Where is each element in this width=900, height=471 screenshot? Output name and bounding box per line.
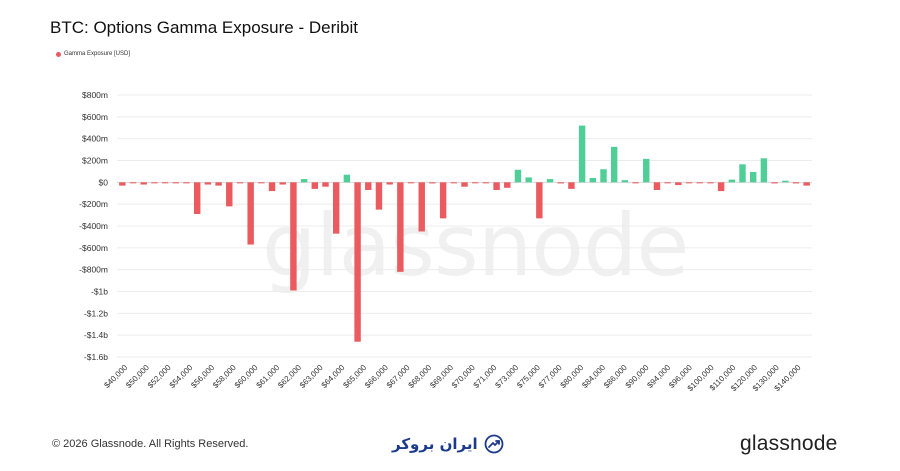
chart-bar [322,182,329,187]
y-tick-label: $600m [82,112,108,122]
chart-bar [268,182,276,192]
chart-bar [610,146,618,183]
chart-bar [803,182,810,186]
chart-bar [290,182,297,291]
chart-bar [258,182,265,184]
chart-bar [226,182,233,207]
chart-bar [140,182,147,185]
chart-bar [450,182,458,184]
chart-bar [482,182,490,184]
chart-bar [119,182,126,186]
legend-label: Gamma Exposure [USD] [64,51,131,57]
chart-bar [215,182,222,186]
trend-arrow-icon [484,434,504,454]
y-tick-label: $400m [82,134,108,144]
y-tick-label: -$200m [79,199,108,209]
chart-bar [621,180,629,183]
chart-bar [332,182,340,234]
chart-legend[interactable]: Gamma Exposure [USD] [56,51,130,57]
y-tick-label: $0 [99,177,109,187]
chart-bar [717,182,725,192]
chart-bar [514,169,522,183]
chart-bar [204,182,212,185]
y-tick-label: -$1.6b [84,352,108,362]
chart-bar [782,180,789,183]
chart-bar [664,182,671,184]
chart-bar [749,171,757,183]
chart-bar [247,182,254,245]
chart-bar [418,182,425,232]
y-tick-label: -$400m [79,221,108,231]
chart-bar [675,182,682,186]
chart-bar [183,182,190,184]
chart-bar [407,182,415,184]
chart-title: BTC: Options Gamma Exposure - Deribit [50,18,358,37]
chart-bar [161,182,169,184]
chart-bar [771,182,778,184]
partner-logo-text: ایران بروکر [392,435,478,453]
chart-bar [546,179,554,183]
chart-bar [536,182,543,219]
chart-bar [653,182,661,190]
chart-bar [236,182,244,184]
chart-bar [578,125,586,183]
y-tick-label: -$1.4b [84,330,108,340]
chart-bar [151,182,158,184]
chart-bar [589,177,597,183]
chart-bar [343,174,351,183]
y-tick-label: -$800m [79,265,108,275]
chart-bar [739,164,746,183]
partner-logo: ایران بروکر [392,434,504,454]
chart-bar [685,182,693,184]
copyright-text: © 2026 Glassnode. All Rights Reserved. [52,438,249,450]
chart-bar [760,158,768,183]
chart-bar [728,179,736,183]
chart-bar [397,182,404,272]
y-tick-label: -$1b [91,287,108,297]
chart-bar [471,182,479,184]
chart-bar [568,182,575,189]
chart-bar [557,182,564,184]
chart-bar [792,182,800,184]
chart-bar [365,182,372,190]
chart-bar [504,182,511,188]
chart-bar [696,182,703,184]
chart-bar [129,182,137,184]
chart-bar [439,182,447,219]
chart-bar [300,179,308,183]
chart-bar [525,177,532,183]
chart-bar [375,182,383,210]
glassnode-logo[interactable]: glassnode [740,432,838,455]
y-tick-label: $800m [82,90,108,100]
chart-bar [279,182,286,185]
chart-bar [707,182,714,184]
chart-bar [386,182,393,185]
legend-swatch [56,51,61,57]
chart-bar [461,182,468,187]
chart-bar [632,182,639,184]
y-tick-label: -$1.2b [84,308,108,318]
chart-bar [193,182,201,214]
chart-bar [172,182,180,184]
chart-bar [354,182,361,342]
y-tick-label: $200m [82,156,108,166]
chart-bar [493,182,500,190]
chart-bar [311,182,319,189]
chart-bar [643,158,650,183]
y-tick-label: -$600m [79,243,108,253]
chart-bar [429,182,436,184]
chart-bar [600,169,607,183]
